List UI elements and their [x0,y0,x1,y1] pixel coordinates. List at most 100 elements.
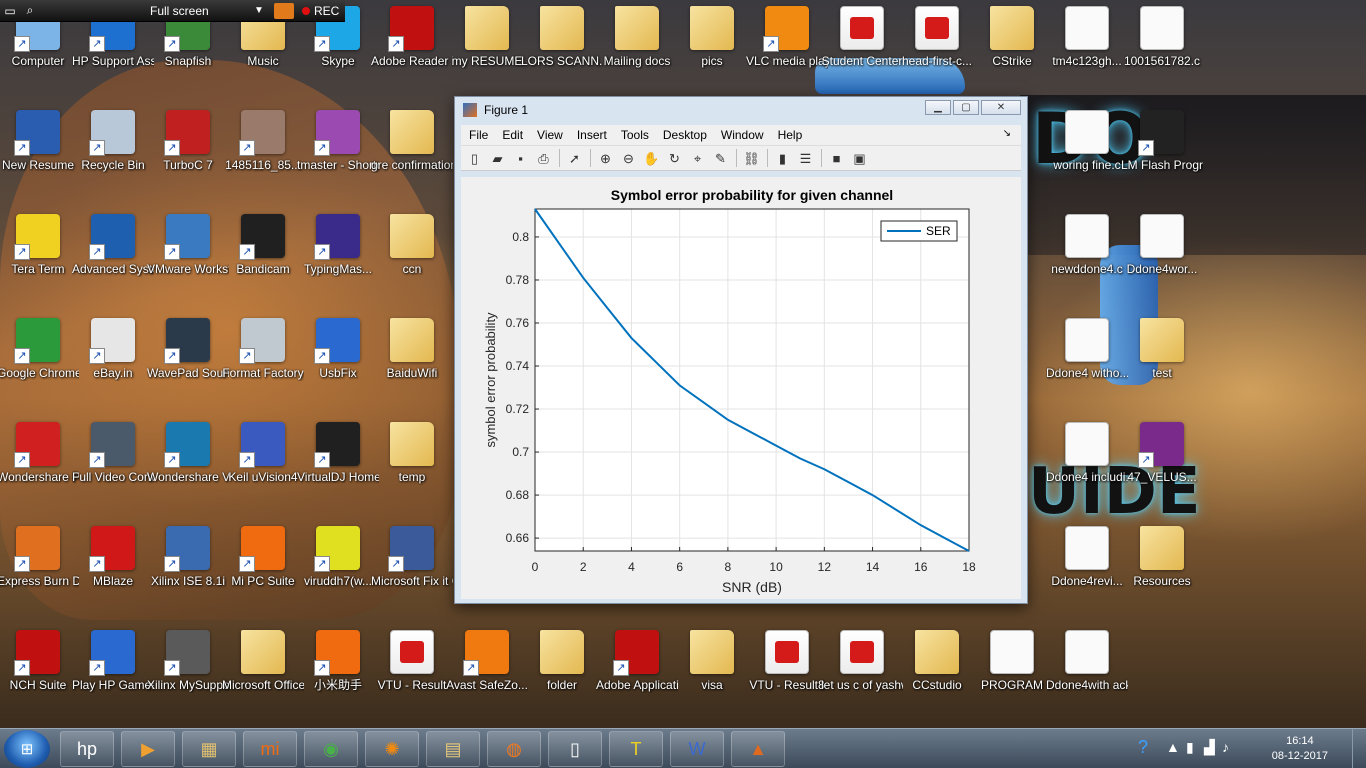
desktop-icon[interactable]: ccn [374,208,450,304]
chevron-down-icon[interactable]: ▼ [254,5,264,16]
desktop-icon[interactable]: TurboC 7 [150,104,226,200]
show-desktop-button[interactable] [1352,729,1366,768]
desktop-icon[interactable]: Play HP Games [72,624,154,720]
desktop-icon[interactable]: Express Burn Disc Burni... [0,520,79,616]
desktop-icon[interactable]: Ddone4 witho... [1046,312,1128,408]
legend-icon[interactable]: ☰ [799,150,812,166]
desktop-icon[interactable]: Advanced SystemCare [72,208,154,304]
start-button[interactable]: ⊞ [4,730,50,768]
menu-item-file[interactable]: File [469,128,489,142]
menu-item-tools[interactable]: Tools [620,128,649,142]
brush-icon[interactable]: ✎ [715,150,726,166]
desktop-icon[interactable]: Tera Term [0,208,76,304]
maximize-button[interactable]: ▢ [953,100,979,115]
matlab-icon[interactable]: ▲ [731,731,785,767]
desktop-icon[interactable]: head-first-c... [899,0,975,96]
desktop-icon[interactable]: visa [674,624,750,720]
chrome-icon[interactable]: ◉ [304,731,358,767]
help-icon[interactable]: ? [1138,737,1149,757]
hp-icon[interactable]: hp [60,731,114,767]
mi-icon[interactable]: mi [243,731,297,767]
desktop-icon[interactable]: Xilinx MySupport [147,624,229,720]
desktop-icon[interactable]: 47_VELUS... [1124,416,1200,512]
desktop-icon[interactable]: 1001561782.c [1124,0,1200,96]
desktop-icon[interactable]: VTU - Result8 [749,624,825,720]
desktop-icon[interactable]: Ddone4 includi... [1046,416,1128,512]
desktop-icon[interactable]: Mailing docs [599,0,675,96]
desktop-icon[interactable]: viruddh7(w... [300,520,376,616]
menu-item-desktop[interactable]: Desktop [662,128,707,142]
desktop-icon[interactable]: Bandicam [225,208,301,304]
open-icon[interactable]: ▰ [492,150,503,166]
print-icon[interactable]: ⎙ [538,150,549,166]
desktop-icon[interactable]: my RESUME [449,0,525,96]
show-tools-icon[interactable]: ▣ [853,150,866,166]
desktop-icon[interactable]: Full Video Convert... [72,416,154,512]
desktop-icon[interactable]: VMware Workstation [147,208,229,304]
zoom-out-icon[interactable]: ⊖ [623,150,634,166]
desktop-icon[interactable]: NCH Suite [0,624,76,720]
desktop-icon[interactable]: Recycle Bin [75,104,151,200]
notepad-icon[interactable]: ▯ [548,731,602,767]
avast-icon[interactable]: ✺ [365,731,419,767]
minimize-button[interactable]: ▁ [925,100,951,115]
zoom-in-icon[interactable]: ⊕ [600,150,611,166]
desktop-icon[interactable]: Adobe Applicati... [596,624,678,720]
link-plot-icon[interactable]: ⛓ [743,150,760,166]
menu-item-window[interactable]: Window [720,128,764,142]
close-button[interactable]: ✕ [981,100,1021,115]
desktop-icon[interactable]: VirtualDJ Home FREE [297,416,379,512]
battery-icon[interactable]: ▮ [1186,739,1194,755]
menu-item-view[interactable]: View [537,128,563,142]
desktop-icon[interactable]: WavePad Sound Editor [147,312,229,408]
menu-icon[interactable]: ▭ [4,3,16,18]
desktop-icon[interactable]: Resources [1124,520,1200,616]
desktop-icon[interactable]: UsbFix [300,312,376,408]
desktop-icon[interactable]: pics [674,0,750,96]
desktop-icon[interactable]: Ddone4wor... [1124,208,1200,304]
desktop-icon[interactable]: tm4c123gh... [1049,0,1125,96]
desktop-icon[interactable]: Ddone4revi... [1049,520,1125,616]
desktop-icon[interactable]: Xilinx ISE 8.1i [150,520,226,616]
word-icon[interactable]: W [670,731,724,767]
desktop-icon[interactable]: VLC media player [746,0,828,96]
pan-hand-icon[interactable]: ✋ [643,150,660,166]
desktop-icon[interactable]: BaiduWifi [374,312,450,408]
desktop-icon[interactable]: Google Chrome [0,312,79,408]
window-titlebar[interactable]: Figure 1 [455,97,1027,123]
rotate-3d-icon[interactable]: ↻ [669,150,680,166]
select-arrow-icon[interactable]: ➚ [569,150,580,166]
photo-viewer-icon[interactable]: ▦ [182,731,236,767]
dock-icon[interactable]: ↘ [1002,128,1011,139]
volume-icon[interactable]: ♪ [1222,739,1229,755]
desktop-icon[interactable]: LORS SCANN... [521,0,603,96]
save-icon[interactable]: ▪ [518,150,523,166]
search-icon[interactable]: ⌕ [26,3,34,17]
desktop-icon[interactable]: 1485116_85... [225,104,301,200]
desktop-icon[interactable]: CCstudio [899,624,975,720]
explorer-icon[interactable]: ▤ [426,731,480,767]
menu-item-help[interactable]: Help [777,128,803,142]
desktop-icon[interactable]: gre confirmation [371,104,453,200]
desktop-icon[interactable]: Wondershare PDF Conve... [0,416,79,512]
desktop-icon[interactable]: New Resume [0,104,76,200]
desktop-icon[interactable]: test [1124,312,1200,408]
capture-mode-select[interactable]: Full screen [150,3,209,18]
desktop-icon[interactable]: Mi PC Suite [225,520,301,616]
desktop-icon[interactable]: Wondershare Video Editor [147,416,229,512]
desktop-icon[interactable]: Keil uVision4 [225,416,301,512]
desktop-icon[interactable]: Ddone4with ack.c [1046,624,1128,720]
desktop-icon[interactable]: Microsoft Office -... [222,624,304,720]
record-button[interactable]: REC [314,3,340,18]
desktop-icon[interactable]: let us c of yashwant k... [821,624,903,720]
record-dot-icon[interactable] [302,6,310,15]
expand-tray-icon[interactable]: ▲ [1166,739,1180,755]
desktop-icon[interactable]: CStrike [974,0,1050,96]
desktop-icon[interactable]: PROGRAM [974,624,1050,720]
camera-icon[interactable] [274,2,294,19]
desktop-icon[interactable]: LM Flash Programmer [1121,104,1203,200]
desktop-icon[interactable]: tmaster - Shortcut [297,104,379,200]
menu-item-edit[interactable]: Edit [502,128,524,142]
teraterm-icon[interactable]: T [609,731,663,767]
desktop-icon[interactable]: Adobe Reader X [371,0,453,96]
